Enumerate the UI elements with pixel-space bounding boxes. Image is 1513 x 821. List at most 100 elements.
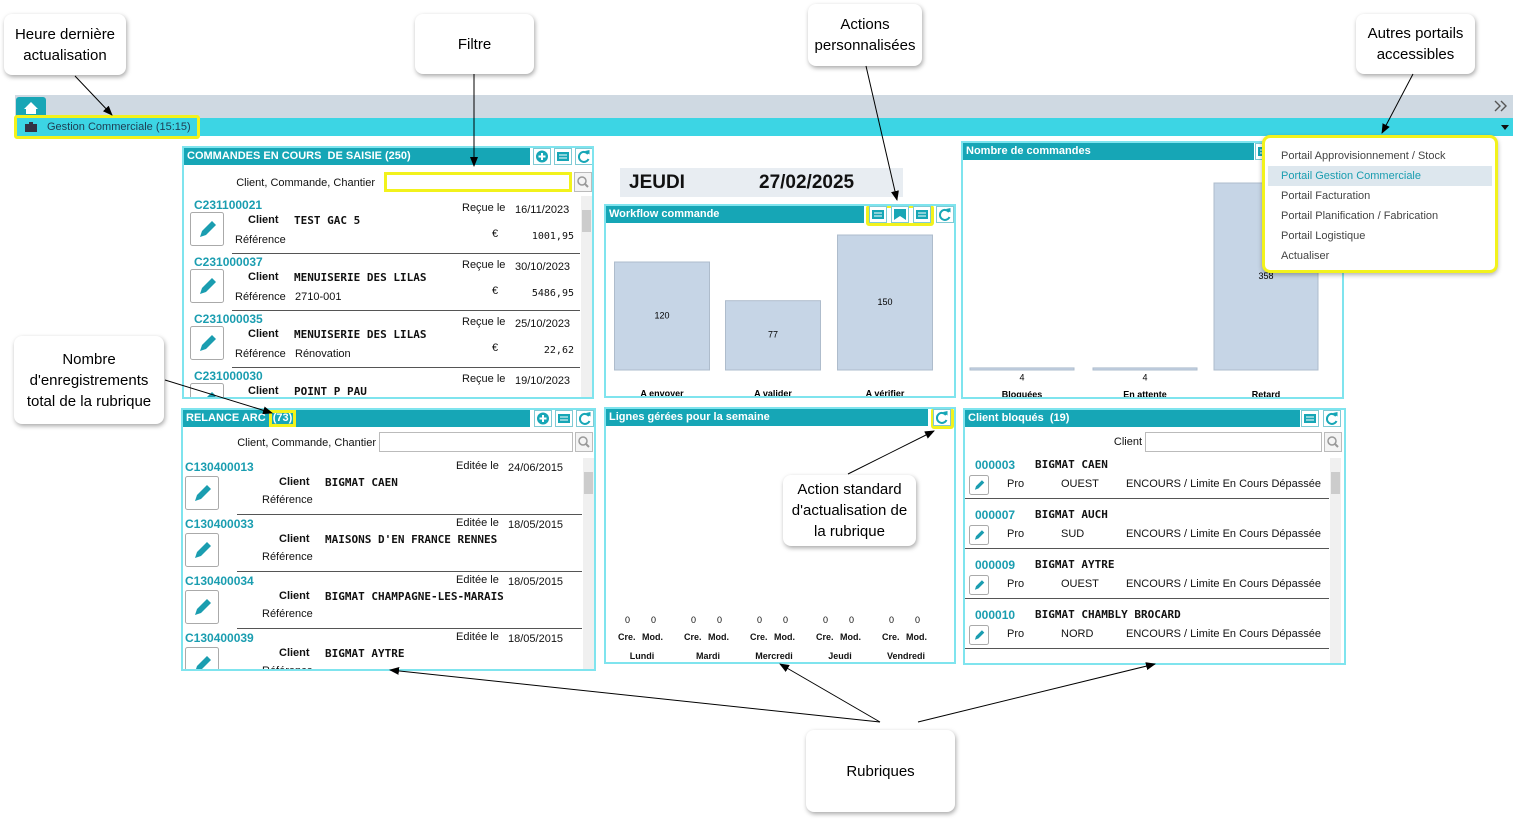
list-button[interactable]	[869, 206, 887, 223]
icon	[200, 335, 216, 351]
icon	[578, 412, 591, 425]
client-code: 000003	[975, 458, 1016, 472]
menu-item[interactable]: Actualiser	[1281, 250, 1330, 262]
record-code: C130400034	[185, 574, 254, 588]
separator	[232, 367, 580, 368]
icon	[938, 208, 951, 221]
client-name: BIGMAT CHAMBLY BROCARD	[1035, 608, 1181, 621]
edit-button[interactable]	[190, 383, 224, 399]
client-label: Client	[279, 647, 310, 659]
date: 18/05/2015	[508, 576, 564, 588]
relance-panel: RELANCE ARC (73) Client, Commande, Chant…	[181, 408, 596, 671]
refresh-button[interactable]	[1323, 410, 1341, 427]
icon	[1327, 436, 1337, 446]
scroll-thumb	[1331, 472, 1340, 494]
record-code: C231000030	[194, 369, 263, 383]
refresh-button[interactable]	[576, 410, 594, 427]
icon-frame	[190, 383, 224, 397]
day-label: Mercredi	[755, 651, 793, 661]
list-button[interactable]	[555, 410, 573, 427]
menu-item[interactable]: Portail Facturation	[1281, 190, 1371, 202]
refresh-button[interactable]	[936, 206, 954, 223]
edit-button[interactable]	[185, 476, 219, 510]
expand-icon[interactable]	[1493, 99, 1509, 113]
icon	[586, 412, 591, 417]
edit-button[interactable]	[969, 475, 989, 495]
panel-title: Workflow commande	[606, 206, 864, 223]
menu-item[interactable]: Portail Approvisionnement / Stock	[1281, 150, 1446, 162]
menu-item[interactable]: Portail Logistique	[1281, 230, 1366, 242]
list-button[interactable]	[1301, 410, 1319, 427]
edit-button[interactable]	[969, 525, 989, 545]
date: 27/02/2025	[759, 172, 855, 193]
panel-title: Client bloqués (19)	[965, 410, 1300, 427]
count: 0	[849, 615, 855, 625]
client-type: Pro	[1007, 528, 1025, 540]
mod-label: Mod.	[906, 632, 927, 642]
record-code: C231000035	[194, 312, 263, 326]
portal-tab[interactable]: Gestion Commerciale (15:15)	[15, 116, 200, 138]
filter-input[interactable]	[379, 432, 573, 452]
search-button[interactable]	[1324, 432, 1342, 452]
icon	[935, 411, 948, 424]
blocked-panel: Client bloqués (19) Client 000003 BIGMAT …	[963, 408, 1346, 665]
bar	[725, 300, 821, 371]
filter-label: Client	[1113, 436, 1142, 448]
scroll-thumb	[582, 210, 591, 232]
filter-input[interactable]	[1145, 432, 1322, 452]
list-button[interactable]	[913, 206, 931, 223]
edit-button[interactable]	[969, 625, 989, 645]
mod-label: Mod.	[642, 632, 663, 642]
search-button[interactable]	[575, 432, 593, 452]
day: JEUDI	[629, 172, 685, 193]
home-tab[interactable]	[16, 97, 46, 118]
record-code: C130400033	[185, 517, 254, 531]
icon-frame	[1324, 432, 1342, 452]
edit-button[interactable]	[185, 647, 219, 671]
add-button[interactable]	[534, 410, 552, 427]
filter-label: Client, Commande, Chantier	[236, 177, 375, 189]
menu-item[interactable]: Portail Planification / Fabrication	[1281, 210, 1439, 222]
date: 24/06/2015	[508, 462, 564, 474]
highlight	[14, 115, 200, 139]
cre-label: Cre.	[882, 632, 900, 642]
search-button[interactable]	[574, 172, 592, 192]
filter-input[interactable]	[384, 172, 572, 192]
edit-button[interactable]	[190, 269, 224, 303]
region: OUEST	[1061, 578, 1099, 590]
client-name: BIGMAT CAEN	[1035, 458, 1108, 471]
value-label: 4	[1019, 372, 1024, 382]
region: NORD	[1061, 628, 1094, 640]
date: 30/10/2023	[515, 261, 571, 273]
icon	[577, 150, 590, 163]
count: 0	[783, 615, 789, 625]
amount: 1001,95	[531, 231, 574, 242]
list-button[interactable]	[554, 148, 572, 165]
edit-button[interactable]	[190, 212, 224, 246]
edit-button[interactable]	[185, 533, 219, 567]
icon	[195, 485, 211, 501]
value-label: 77	[768, 330, 778, 340]
separator	[965, 598, 1329, 599]
icon	[585, 150, 590, 155]
icon	[916, 210, 928, 219]
refresh-button[interactable]	[575, 148, 593, 165]
refresh-button[interactable]	[933, 409, 951, 426]
edit-button[interactable]	[185, 590, 219, 624]
client-name: BIGMAT CAEN	[325, 476, 398, 489]
icon	[538, 153, 546, 160]
client-name: TEST GAC 5	[294, 214, 361, 227]
add-button[interactable]	[533, 148, 551, 165]
edit-button[interactable]	[190, 326, 224, 360]
bar	[969, 367, 1075, 371]
day-label: Lundi	[629, 651, 655, 661]
menu-item[interactable]: Portail Gestion Commerciale	[1268, 166, 1492, 186]
flag-button[interactable]	[891, 206, 909, 223]
chart: 120 A envoyer 77 A valider 150 A vérifier	[614, 234, 933, 396]
edit-button[interactable]	[969, 575, 989, 595]
dropdown-arrow[interactable]	[1500, 124, 1510, 132]
category-label: En attente	[1123, 389, 1167, 399]
client-type: Pro	[1007, 628, 1025, 640]
status: ENCOURS / Limite En Cours Dépassée	[1126, 578, 1322, 590]
bar	[837, 234, 933, 371]
